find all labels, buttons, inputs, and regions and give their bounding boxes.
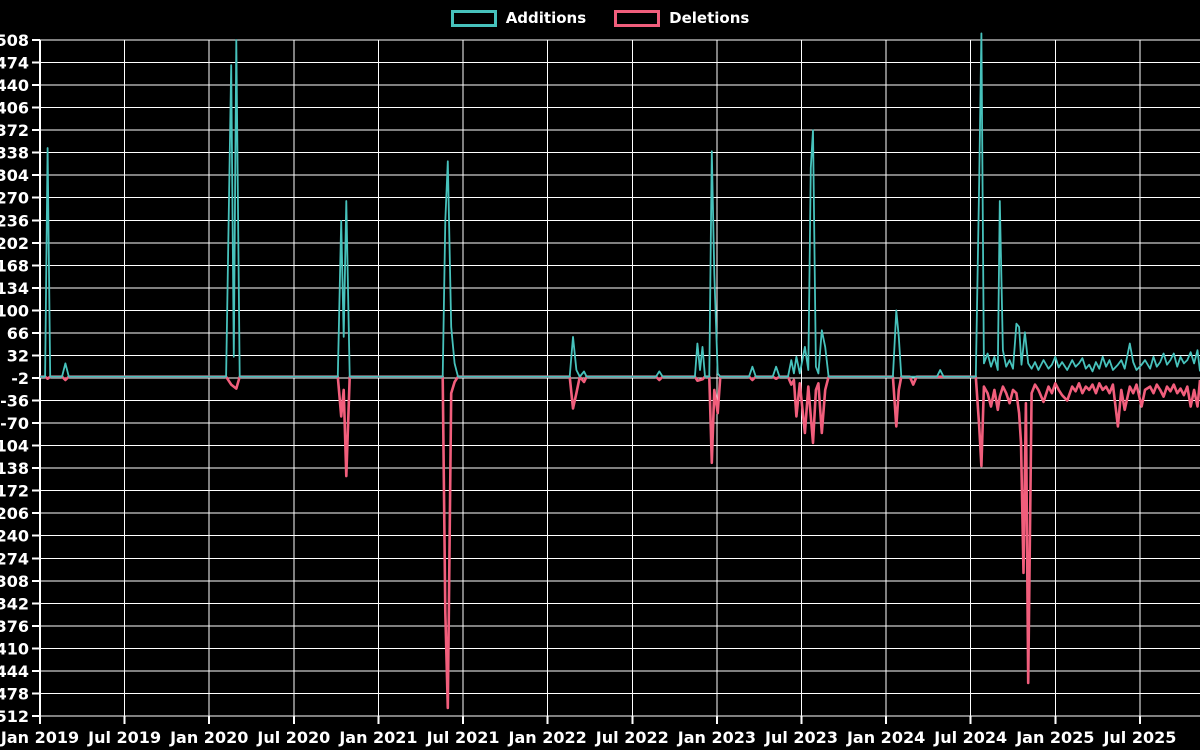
- deletions-swatch: [614, 9, 661, 27]
- svg-text:32: 32: [7, 346, 29, 365]
- svg-text:Jul 2024: Jul 2024: [933, 728, 1007, 747]
- svg-text:474: 474: [0, 54, 29, 73]
- svg-text:304: 304: [0, 166, 29, 185]
- svg-text:Jul 2020: Jul 2020: [256, 728, 330, 747]
- svg-text:Jan 2022: Jan 2022: [508, 728, 587, 747]
- svg-text:66: 66: [7, 324, 29, 343]
- svg-text:Jan 2021: Jan 2021: [338, 728, 417, 747]
- svg-text:-70: -70: [0, 414, 29, 433]
- svg-text:Jan 2023: Jan 2023: [677, 728, 756, 747]
- svg-text:508: 508: [0, 31, 29, 50]
- legend-label-additions: Additions: [505, 8, 587, 27]
- svg-text:236: 236: [0, 211, 29, 230]
- svg-text:Jul 2025: Jul 2025: [1102, 728, 1176, 747]
- svg-text:-172: -172: [0, 482, 29, 501]
- svg-text:Jan 2024: Jan 2024: [846, 728, 925, 747]
- svg-text:338: 338: [0, 144, 29, 163]
- svg-text:-376: -376: [0, 617, 29, 636]
- svg-text:-206: -206: [0, 504, 29, 523]
- svg-text:-274: -274: [0, 549, 29, 568]
- svg-text:-478: -478: [0, 684, 29, 703]
- legend-item-deletions: Deletions: [614, 8, 750, 27]
- svg-text:-2: -2: [11, 369, 29, 388]
- svg-text:202: 202: [0, 234, 29, 253]
- chart-legend: Additions Deletions: [0, 6, 1200, 30]
- svg-text:-104: -104: [0, 437, 29, 456]
- svg-text:-342: -342: [0, 594, 29, 613]
- svg-text:Jul 2021: Jul 2021: [426, 728, 500, 747]
- svg-text:Jul 2023: Jul 2023: [764, 728, 838, 747]
- svg-text:-512: -512: [0, 707, 29, 726]
- svg-text:100: 100: [0, 301, 29, 320]
- svg-text:406: 406: [0, 99, 29, 118]
- svg-text:Jul 2019: Jul 2019: [87, 728, 161, 747]
- svg-text:270: 270: [0, 189, 29, 208]
- svg-text:-444: -444: [0, 662, 29, 681]
- svg-text:-36: -36: [0, 392, 29, 411]
- legend-label-deletions: Deletions: [669, 8, 750, 27]
- svg-text:372: 372: [0, 121, 29, 140]
- svg-text:-410: -410: [0, 639, 29, 658]
- svg-text:-138: -138: [0, 459, 29, 478]
- svg-text:Jan 2019: Jan 2019: [0, 728, 79, 747]
- additions-swatch: [450, 9, 497, 27]
- svg-text:168: 168: [0, 256, 29, 275]
- svg-text:440: 440: [0, 76, 29, 95]
- svg-text:Jan 2020: Jan 2020: [169, 728, 248, 747]
- svg-text:-240: -240: [0, 527, 29, 546]
- svg-text:134: 134: [0, 279, 29, 298]
- svg-text:Jan 2025: Jan 2025: [1015, 728, 1094, 747]
- svg-text:-308: -308: [0, 572, 29, 591]
- svg-text:Jul 2022: Jul 2022: [595, 728, 669, 747]
- legend-item-additions: Additions: [450, 8, 587, 27]
